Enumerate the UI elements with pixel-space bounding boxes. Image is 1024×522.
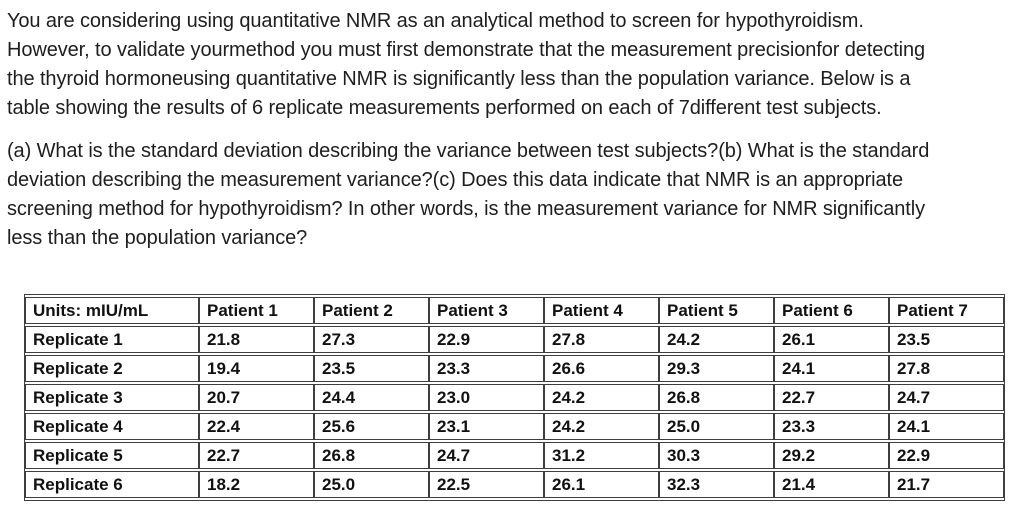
replicate-label-cell: Replicate 4	[25, 413, 199, 440]
question-line: screening method for hypothyroidism? In …	[7, 198, 925, 220]
value-cell: 26.8	[659, 384, 774, 411]
value-cell: 24.2	[659, 326, 774, 353]
value-cell: 23.3	[429, 355, 544, 382]
replicate-label-cell: Replicate 5	[25, 442, 199, 469]
table-row: Replicate 6 18.2 25.0 22.5 26.1 32.3 21.…	[25, 471, 1004, 498]
value-cell: 24.7	[889, 384, 1004, 411]
value-cell: 22.7	[199, 442, 314, 469]
value-cell: 24.2	[544, 413, 659, 440]
value-cell: 18.2	[199, 471, 314, 498]
replicate-label-cell: Replicate 6	[25, 471, 199, 498]
table-row: Replicate 4 22.4 25.6 23.1 24.2 25.0 23.…	[25, 413, 1004, 440]
value-cell: 25.0	[314, 471, 429, 498]
problem-text: You are considering using quantitative N…	[7, 7, 1019, 253]
measurements-table: Units: mIU/mL Patient 1 Patient 2 Patien…	[24, 294, 1005, 501]
patient-header-cell: Patient 3	[429, 297, 544, 324]
value-cell: 24.1	[774, 355, 889, 382]
table-row: Replicate 3 20.7 24.4 23.0 24.2 26.8 22.…	[25, 384, 1004, 411]
value-cell: 26.1	[774, 326, 889, 353]
questions-paragraph: (a) What is the standard deviation descr…	[7, 137, 1019, 253]
value-cell: 26.1	[544, 471, 659, 498]
value-cell: 23.5	[314, 355, 429, 382]
measurements-table-container: Units: mIU/mL Patient 1 Patient 2 Patien…	[24, 294, 1005, 501]
value-cell: 30.3	[659, 442, 774, 469]
question-line: (a) What is the standard deviation descr…	[7, 140, 930, 162]
value-cell: 20.7	[199, 384, 314, 411]
value-cell: 31.2	[544, 442, 659, 469]
value-cell: 25.6	[314, 413, 429, 440]
value-cell: 22.4	[199, 413, 314, 440]
replicate-label-cell: Replicate 2	[25, 355, 199, 382]
units-header-cell: Units: mIU/mL	[25, 297, 199, 324]
patient-header-cell: Patient 6	[774, 297, 889, 324]
replicate-label-cell: Replicate 3	[25, 384, 199, 411]
value-cell: 22.9	[429, 326, 544, 353]
table-header-row: Units: mIU/mL Patient 1 Patient 2 Patien…	[25, 297, 1004, 324]
value-cell: 21.4	[774, 471, 889, 498]
value-cell: 23.3	[774, 413, 889, 440]
table-row: Replicate 1 21.8 27.3 22.9 27.8 24.2 26.…	[25, 326, 1004, 353]
question-line: less than the population variance?	[7, 227, 308, 249]
value-cell: 23.5	[889, 326, 1004, 353]
value-cell: 24.1	[889, 413, 1004, 440]
value-cell: 19.4	[199, 355, 314, 382]
value-cell: 24.4	[314, 384, 429, 411]
value-cell: 21.8	[199, 326, 314, 353]
value-cell: 29.2	[774, 442, 889, 469]
table-row: Replicate 2 19.4 23.5 23.3 26.6 29.3 24.…	[25, 355, 1004, 382]
value-cell: 25.0	[659, 413, 774, 440]
value-cell: 21.7	[889, 471, 1004, 498]
intro-line: table showing the results of 6 replicate…	[7, 97, 882, 119]
intro-line: You are considering using quantitative N…	[7, 10, 864, 32]
patient-header-cell: Patient 4	[544, 297, 659, 324]
patient-header-cell: Patient 7	[889, 297, 1004, 324]
value-cell: 27.8	[889, 355, 1004, 382]
intro-line: However, to validate yourmethod you must…	[7, 39, 926, 61]
value-cell: 29.3	[659, 355, 774, 382]
value-cell: 22.7	[774, 384, 889, 411]
replicate-label-cell: Replicate 1	[25, 326, 199, 353]
value-cell: 23.0	[429, 384, 544, 411]
value-cell: 22.5	[429, 471, 544, 498]
intro-paragraph: You are considering using quantitative N…	[7, 7, 1019, 123]
value-cell: 27.3	[314, 326, 429, 353]
value-cell: 32.3	[659, 471, 774, 498]
patient-header-cell: Patient 5	[659, 297, 774, 324]
intro-line: the thyroid hormoneusing quantitative NM…	[7, 68, 911, 90]
value-cell: 26.6	[544, 355, 659, 382]
value-cell: 24.7	[429, 442, 544, 469]
question-line: deviation describing the measurement var…	[7, 169, 904, 191]
table-row: Replicate 5 22.7 26.8 24.7 31.2 30.3 29.…	[25, 442, 1004, 469]
value-cell: 23.1	[429, 413, 544, 440]
value-cell: 24.2	[544, 384, 659, 411]
patient-header-cell: Patient 1	[199, 297, 314, 324]
value-cell: 27.8	[544, 326, 659, 353]
patient-header-cell: Patient 2	[314, 297, 429, 324]
value-cell: 26.8	[314, 442, 429, 469]
value-cell: 22.9	[889, 442, 1004, 469]
